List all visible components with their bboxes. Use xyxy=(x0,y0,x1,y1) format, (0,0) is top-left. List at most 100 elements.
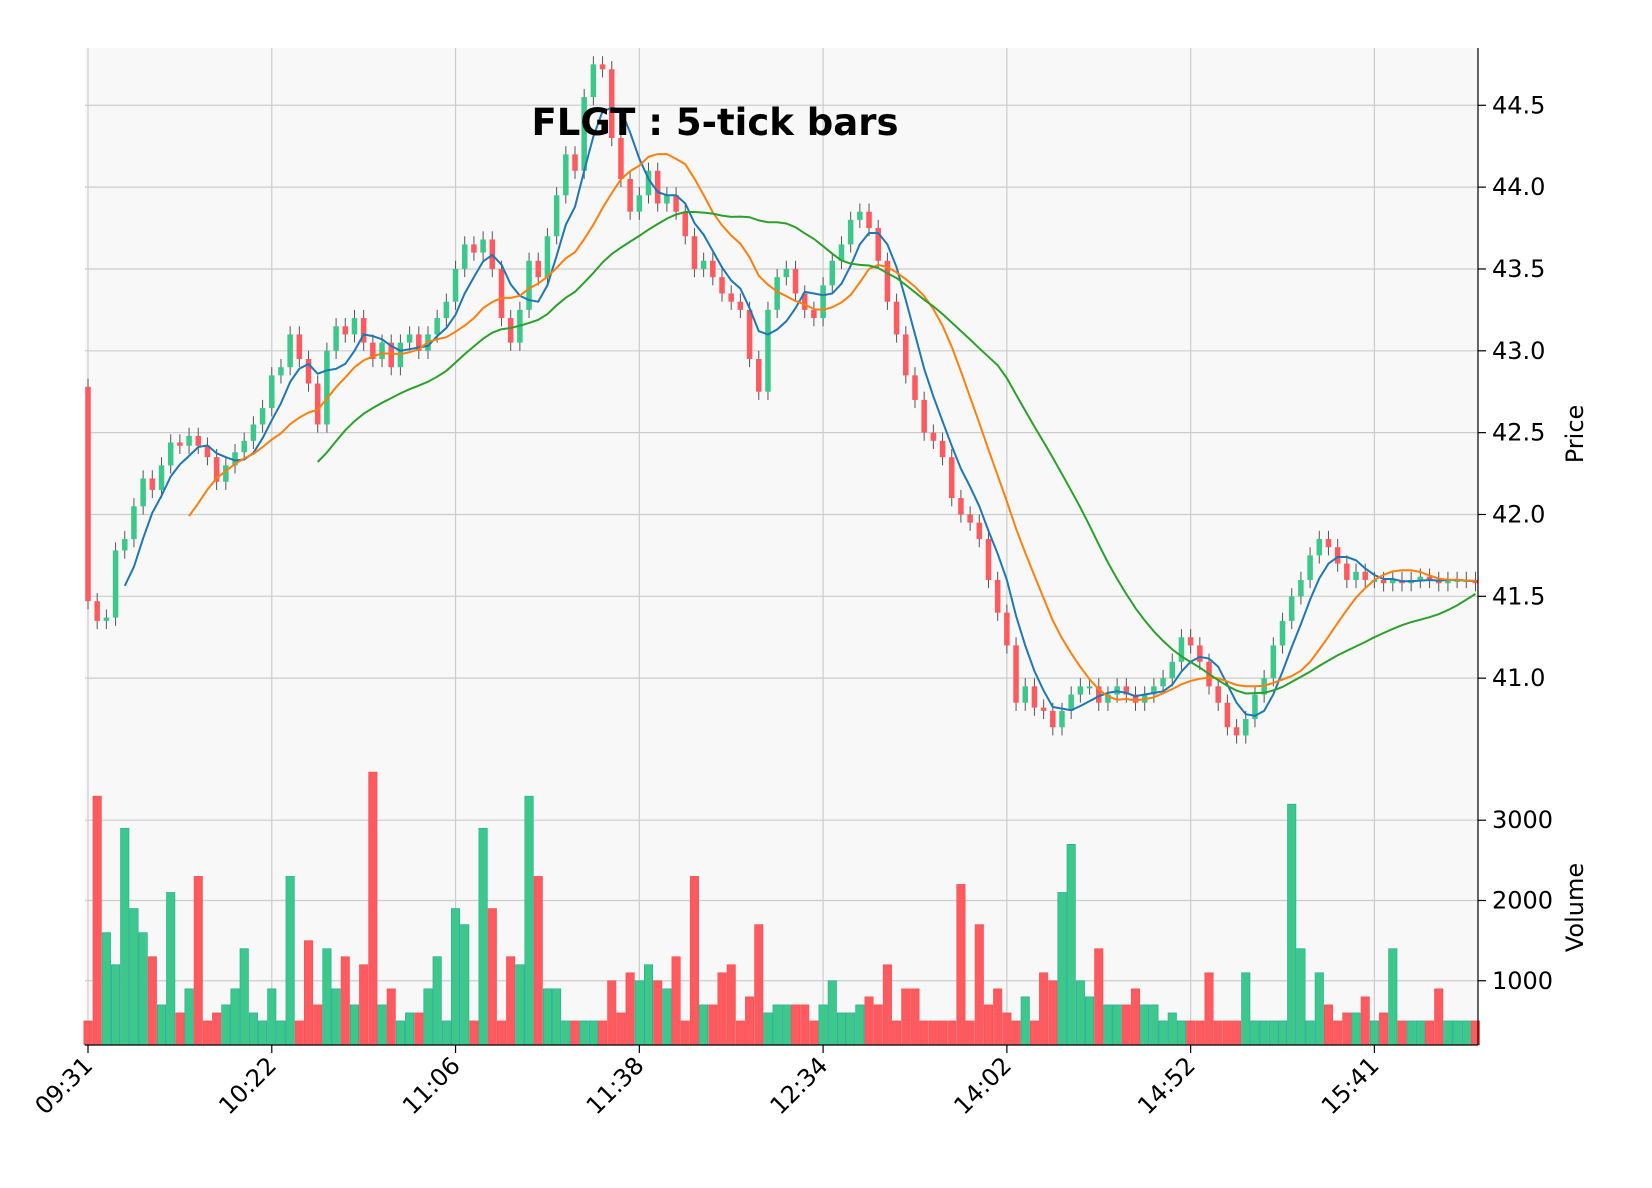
volume-bar xyxy=(1287,803,1297,1046)
candle-body xyxy=(820,285,826,319)
candle-body xyxy=(967,514,973,523)
candle-body xyxy=(535,260,542,278)
moving-average-line xyxy=(123,106,1476,717)
candle-body xyxy=(388,342,394,368)
candle-body xyxy=(1344,563,1350,580)
volume-bar xyxy=(1195,1020,1205,1046)
candle-body xyxy=(563,154,569,196)
volume-bar xyxy=(221,1004,231,1046)
candle-body xyxy=(85,386,91,602)
volume-bar xyxy=(634,980,644,1046)
candle-body xyxy=(912,375,918,400)
candle-body xyxy=(728,293,734,302)
volume-bar xyxy=(708,1004,718,1046)
candle-body xyxy=(783,268,790,278)
volume-bar xyxy=(983,1004,994,1046)
volume-bar xyxy=(561,1020,571,1046)
volume-bar xyxy=(1351,1012,1361,1046)
candle-body xyxy=(186,435,192,446)
volume-bar xyxy=(294,1020,304,1046)
volume-bar xyxy=(423,988,433,1046)
volume-bar xyxy=(1075,980,1085,1046)
candle-body xyxy=(1298,579,1304,597)
volume-bar xyxy=(1277,1020,1288,1046)
volume-bar xyxy=(1029,1020,1039,1046)
candle-body xyxy=(700,260,707,269)
candle-body xyxy=(223,465,229,482)
volume-bar xyxy=(1186,1020,1196,1046)
volume-bar xyxy=(1112,1004,1122,1046)
volume-bar xyxy=(662,988,672,1046)
candle-body xyxy=(1279,620,1286,646)
volume-bar xyxy=(1002,1012,1012,1046)
volume-bar xyxy=(469,1020,479,1046)
volume-bar xyxy=(864,996,874,1046)
price-tick-label: 44.5 xyxy=(1492,91,1545,119)
volume-bar xyxy=(938,1020,948,1046)
volume-bar xyxy=(745,996,755,1046)
volume-bar xyxy=(1434,988,1444,1046)
candle-body xyxy=(645,170,652,196)
volume-tick-label: 3000 xyxy=(1492,806,1553,834)
volume-bar xyxy=(276,1020,286,1046)
price-tick-label: 41.0 xyxy=(1492,664,1545,692)
volume-bar xyxy=(460,924,470,1046)
volume-bar xyxy=(1213,1020,1223,1046)
volume-bar xyxy=(1369,1020,1379,1046)
volume-bar xyxy=(892,1020,902,1046)
volume-bar xyxy=(1415,1020,1425,1046)
candle-body xyxy=(195,435,202,446)
candle-body xyxy=(461,244,468,269)
candle-body xyxy=(1325,539,1332,548)
candle-body xyxy=(682,211,689,237)
candle-body xyxy=(112,550,119,618)
candle-body xyxy=(1022,686,1028,703)
candle-body xyxy=(1187,637,1194,646)
volume-bar xyxy=(156,1004,167,1046)
candle-body xyxy=(1151,686,1157,695)
volume-bar xyxy=(441,1020,451,1046)
candle-body xyxy=(1334,547,1341,564)
candle-body xyxy=(829,260,836,286)
volume-bar xyxy=(120,827,130,1046)
candle-body xyxy=(250,424,257,441)
price-tick-label: 42.5 xyxy=(1492,419,1545,447)
candle-body xyxy=(801,293,808,310)
volume-bar xyxy=(542,988,552,1046)
candle-body xyxy=(553,195,560,237)
candle-body xyxy=(1316,539,1323,556)
volume-bar xyxy=(919,1020,929,1046)
volume-bar xyxy=(928,1020,938,1046)
candle-body xyxy=(1353,571,1359,580)
volume-bar xyxy=(846,1012,856,1046)
candle-body xyxy=(719,277,725,294)
volume-bar xyxy=(790,1004,801,1046)
volume-bar xyxy=(258,1020,268,1046)
volume-bar xyxy=(349,1004,359,1046)
volume-bar xyxy=(138,932,148,1046)
candle-body xyxy=(158,465,165,490)
volume-bar xyxy=(873,1004,883,1046)
volume-bar xyxy=(643,964,654,1046)
candle-body xyxy=(177,442,183,446)
volume-bar xyxy=(836,1012,846,1046)
volume-bar xyxy=(1158,1020,1168,1046)
candle-body xyxy=(324,350,330,425)
volume-bar xyxy=(1379,1012,1389,1046)
volume-bar xyxy=(92,795,102,1046)
candle-body xyxy=(507,318,514,343)
candle-body xyxy=(1086,686,1093,689)
volume-bar xyxy=(772,1004,782,1046)
candle-body xyxy=(636,195,643,212)
volume-bar xyxy=(524,795,534,1046)
volume-bar xyxy=(432,956,442,1046)
volume-bar xyxy=(598,1020,608,1046)
volume-bar xyxy=(1140,1004,1150,1046)
time-tick-label: 09:31 xyxy=(30,1051,99,1120)
volume-bar xyxy=(478,827,488,1046)
candle-body xyxy=(1445,579,1451,584)
volume-bar xyxy=(331,988,341,1046)
candle-body xyxy=(480,239,486,253)
volume-bar xyxy=(175,1012,185,1046)
